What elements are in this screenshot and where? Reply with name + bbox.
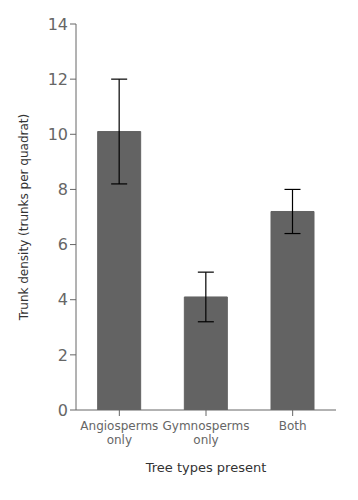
svg-text:0: 0 [58, 401, 68, 420]
svg-text:10: 10 [48, 125, 68, 144]
svg-text:Both: Both [279, 419, 307, 433]
svg-text:Tree types present: Tree types present [145, 460, 267, 475]
svg-text:Angiospermsonly: Angiospermsonly [80, 419, 158, 447]
svg-text:12: 12 [48, 70, 68, 89]
svg-text:2: 2 [58, 346, 68, 365]
svg-text:4: 4 [58, 290, 68, 309]
svg-text:8: 8 [58, 180, 68, 199]
svg-text:Trunk density (trunks per quad: Trunk density (trunks per quadrat) [17, 114, 31, 321]
svg-text:14: 14 [48, 15, 68, 34]
svg-text:6: 6 [58, 235, 68, 254]
svg-text:Gymnospermsonly: Gymnospermsonly [163, 419, 250, 447]
